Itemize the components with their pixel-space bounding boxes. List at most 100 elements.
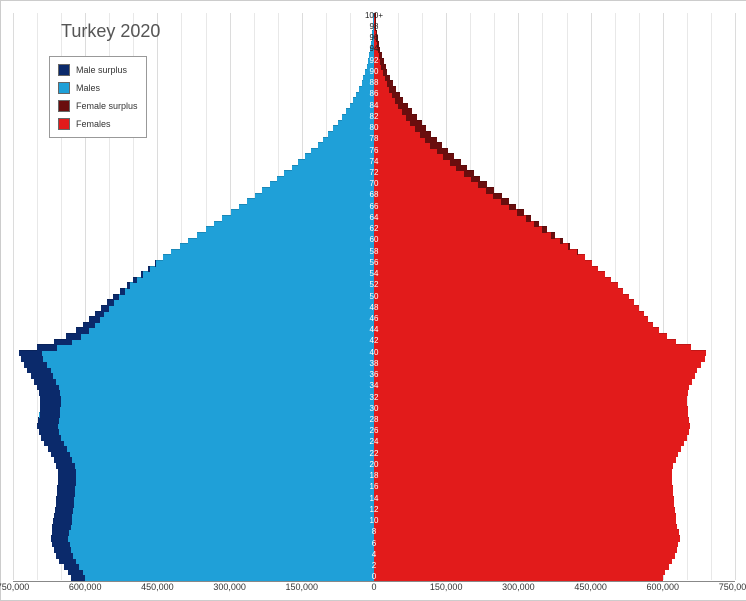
age-label: 46	[370, 315, 379, 323]
bar-female	[374, 563, 669, 570]
bar-male	[54, 546, 374, 553]
bar-female	[374, 209, 524, 216]
bar-male-surplus	[55, 507, 72, 514]
age-label: 6	[372, 540, 376, 548]
age-label: 96	[370, 34, 379, 42]
bar-male	[171, 249, 374, 256]
bar-male	[55, 507, 374, 514]
age-label: 16	[370, 483, 379, 491]
bar-male-surplus	[95, 311, 105, 318]
bar-female-surplus	[526, 215, 532, 222]
bar-male-surplus	[40, 406, 60, 413]
age-label: 80	[370, 124, 379, 132]
age-label: 90	[370, 68, 379, 76]
bar-male-surplus	[39, 389, 60, 396]
age-label: 28	[370, 416, 379, 424]
legend-item: Male surplus	[54, 61, 142, 79]
bar-female-surplus	[464, 170, 474, 177]
bar-male	[231, 209, 374, 216]
bar-male-surplus	[155, 260, 156, 267]
x-tick-right: 450,000	[574, 582, 607, 592]
x-tick-left: 0	[371, 582, 376, 592]
legend-swatch	[58, 64, 70, 76]
bar-male	[19, 350, 374, 357]
age-label: 84	[370, 102, 379, 110]
bar-female-surplus	[379, 52, 382, 59]
bar-female-surplus	[406, 114, 417, 121]
bar-male	[58, 468, 374, 475]
age-label: 66	[370, 203, 379, 211]
bar-female-surplus	[560, 238, 563, 245]
age-label: 62	[370, 225, 379, 233]
age-label: 0	[372, 573, 376, 581]
legend-label: Female surplus	[76, 101, 138, 111]
bar-female	[374, 271, 605, 278]
age-label: 54	[370, 270, 379, 278]
bar-female-surplus	[551, 232, 555, 239]
age-label: 32	[370, 394, 379, 402]
bar-female-surplus	[542, 226, 547, 233]
bar-male	[27, 367, 374, 374]
age-label: 72	[370, 169, 379, 177]
age-label: 10	[370, 517, 379, 525]
bar-male-surplus	[64, 563, 80, 570]
bar-female	[374, 389, 688, 396]
age-label: 58	[370, 248, 379, 256]
bar-male	[64, 563, 374, 570]
bar-female	[374, 428, 689, 435]
bar-female	[374, 524, 677, 531]
bar-female	[374, 445, 681, 452]
age-label: 40	[370, 349, 379, 357]
bar-male-surplus	[133, 277, 136, 284]
age-label: 70	[370, 180, 379, 188]
age-label: 76	[370, 147, 379, 155]
bar-female	[374, 507, 675, 514]
age-label: 92	[370, 57, 379, 65]
age-label: 88	[370, 79, 379, 87]
x-tick-right: 600,000	[647, 582, 680, 592]
bar-female	[374, 406, 688, 413]
bar-male-surplus	[148, 266, 150, 273]
bar-female-surplus	[534, 221, 539, 228]
age-label: 30	[370, 405, 379, 413]
age-label: 86	[370, 90, 379, 98]
legend-item: Females	[54, 115, 142, 133]
x-tick-left: 150,000	[286, 582, 319, 592]
age-label: 94	[370, 45, 379, 53]
x-axis: 750,000600,000450,000300,000150,0000150,…	[13, 582, 735, 598]
bar-female-surplus	[493, 193, 502, 200]
x-tick-left: 450,000	[141, 582, 174, 592]
pyramid-chart: 0246810121416182022242628303234363840424…	[0, 0, 746, 601]
bar-female-surplus	[568, 243, 570, 250]
bar-male-surplus	[39, 428, 59, 435]
bar-male	[39, 428, 374, 435]
bar-male	[48, 445, 374, 452]
bar-female-surplus	[577, 249, 578, 256]
bar-female	[374, 288, 623, 295]
age-label: 60	[370, 236, 379, 244]
legend-swatch	[58, 118, 70, 130]
age-label: 74	[370, 158, 379, 166]
bar-male-surplus	[120, 288, 125, 295]
bar-male	[328, 131, 374, 138]
bar-male-surplus	[54, 546, 71, 553]
age-label: 44	[370, 326, 379, 334]
bar-female-surplus	[385, 75, 391, 82]
bar-female	[374, 249, 578, 256]
bar-female	[374, 327, 659, 334]
age-label: 50	[370, 293, 379, 301]
bar-male	[255, 193, 374, 200]
bar-male	[52, 524, 374, 531]
age-label: 14	[370, 495, 379, 503]
bar-male-surplus	[58, 468, 75, 475]
age-label: 22	[370, 450, 379, 458]
age-label: 4	[372, 551, 376, 559]
bar-male-surplus	[141, 271, 143, 278]
age-label: 12	[370, 506, 379, 514]
bar-male	[305, 153, 374, 160]
age-label: 34	[370, 382, 379, 390]
age-label: 24	[370, 438, 379, 446]
bar-female	[374, 311, 644, 318]
age-label: 38	[370, 360, 379, 368]
bar-female-surplus	[420, 131, 432, 138]
